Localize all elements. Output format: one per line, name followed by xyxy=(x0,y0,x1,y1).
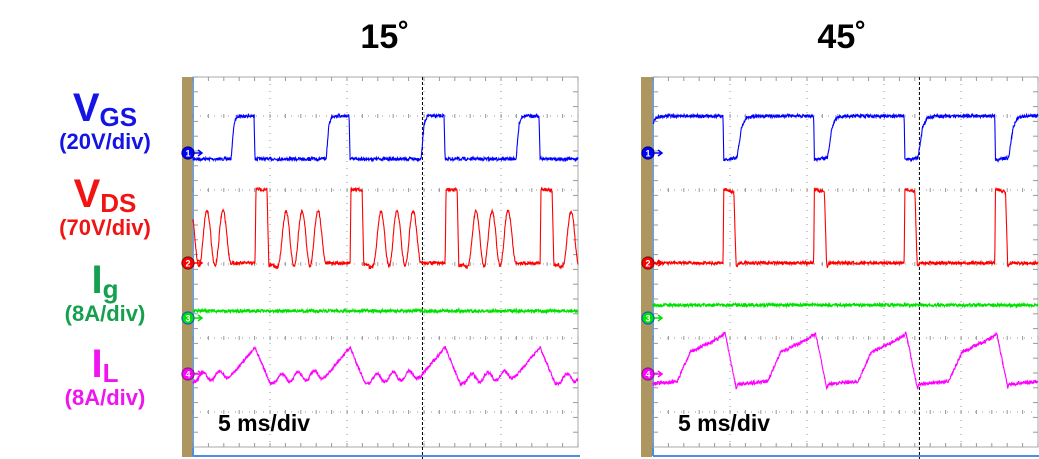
ig-symbol: Ig xyxy=(30,258,180,302)
channel-number: 4 xyxy=(185,370,190,380)
vds-symbol: VDS xyxy=(30,172,180,216)
trace-vgs xyxy=(192,112,579,163)
il-scale: (8A/div) xyxy=(64,385,146,410)
channel-marker-1: 1 xyxy=(641,146,664,160)
trace-il xyxy=(652,331,1039,391)
panel-title-45: 45˚ xyxy=(817,18,867,56)
ig-symbol-sub: g xyxy=(102,274,119,304)
ig-scale: (8A/div) xyxy=(64,301,146,326)
channel-marker-4: 4 xyxy=(641,367,664,381)
marker-circle xyxy=(181,367,195,381)
channel-marker-4: 4 xyxy=(181,367,204,381)
vds-scale: (70V/div) xyxy=(59,215,151,240)
channel-marker-3: 3 xyxy=(641,311,664,325)
vds-symbol-sub: DS xyxy=(100,188,137,218)
channel-marker-2: 2 xyxy=(641,256,664,270)
scope-panel-0: 1 2 3 4 xyxy=(181,76,580,459)
channel-number: 4 xyxy=(645,370,650,380)
vds-symbol-main: V xyxy=(73,172,101,216)
marker-circle xyxy=(641,256,655,270)
timebase-label-45: 5 ms/div xyxy=(678,410,771,436)
timebase-label-15: 5 ms/div xyxy=(218,410,311,436)
il-label: IL (8A/div) xyxy=(30,342,180,410)
vgs-symbol-main: V xyxy=(72,86,100,130)
marker-circle xyxy=(641,146,655,160)
trace-vgs xyxy=(652,112,1039,163)
vgs-scale: (20V/div) xyxy=(59,129,151,154)
marker-circle xyxy=(181,311,195,325)
trace-ig xyxy=(192,307,579,315)
vgs-symbol-sub: GS xyxy=(99,102,138,132)
marker-circle xyxy=(641,311,655,325)
marker-circle xyxy=(641,367,655,381)
channel-number: 3 xyxy=(185,314,190,324)
marker-circle xyxy=(181,256,195,270)
channel-number: 1 xyxy=(185,149,190,159)
il-symbol: IL xyxy=(30,342,180,386)
vds-label: VDS (70V/div) xyxy=(30,172,180,240)
trace-ig xyxy=(652,301,1039,309)
trace-il xyxy=(192,345,579,388)
scope-panel-1: 1 2 3 4 xyxy=(641,76,1039,459)
vgs-label: VGS (20V/div) xyxy=(30,86,180,154)
ig-label: Ig (8A/div) xyxy=(30,258,180,326)
channel-marker-3: 3 xyxy=(181,311,204,325)
channel-marker-1: 1 xyxy=(181,146,204,160)
channel-number: 2 xyxy=(185,259,190,269)
il-symbol-sub: L xyxy=(102,358,119,388)
channel-number: 3 xyxy=(645,314,650,324)
vgs-symbol: VGS xyxy=(30,86,180,130)
marker-circle xyxy=(181,146,195,160)
il-symbol-main: I xyxy=(91,342,103,386)
trace-vds xyxy=(652,187,1039,269)
panel-title-15: 15˚ xyxy=(360,18,410,56)
channel-number: 1 xyxy=(645,149,650,159)
trace-vds xyxy=(192,186,579,270)
ig-symbol-main: I xyxy=(91,258,103,302)
channel-marker-2: 2 xyxy=(181,256,204,270)
channel-number: 2 xyxy=(645,259,650,269)
